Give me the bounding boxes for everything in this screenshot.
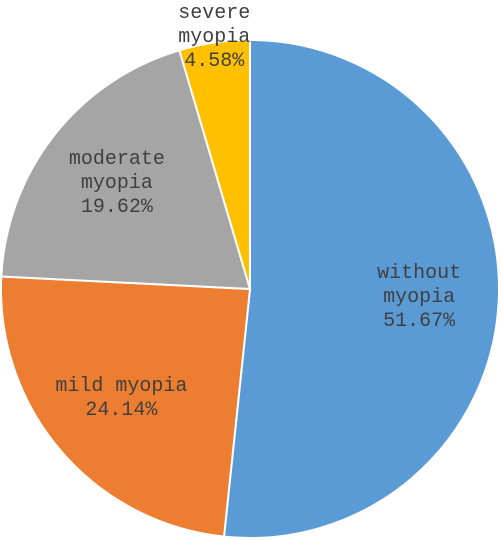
pie-slice: [0, 48, 252, 291]
value-label: 24.14%: [85, 399, 158, 423]
pie-slice: [222, 38, 500, 539]
pie-slice: [178, 38, 251, 290]
category-label: moderate myopia: [68, 148, 165, 196]
category-label: severe myopia: [178, 1, 251, 49]
value-label: 4.58%: [184, 49, 245, 73]
pie-slice: [0, 275, 252, 538]
category-label: without myopia: [377, 261, 462, 309]
value-label: 19.62%: [80, 196, 153, 220]
value-label: 51.67%: [383, 309, 456, 333]
slice-label: mild myopia 24.14%: [46, 375, 196, 423]
slice-label: moderate myopia 19.62%: [42, 148, 192, 220]
category-label: mild myopia: [55, 375, 188, 399]
slice-label: without myopia 51.67%: [344, 262, 494, 334]
slice-label: severe myopia 4.58%: [139, 2, 289, 74]
